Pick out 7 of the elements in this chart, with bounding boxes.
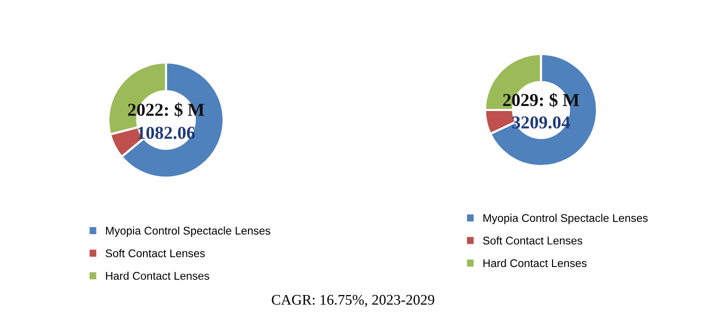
- legend-label: Hard Contact Lenses: [483, 258, 587, 268]
- legend-label: Soft Contact Lenses: [483, 236, 582, 245]
- legend-label: Myopia Control Spectacle Lenses: [483, 214, 648, 224]
- legend-label: Hard Contact Lenses: [106, 272, 210, 280]
- legend-label: Myopia Control Spectacle Lenses: [106, 226, 270, 237]
- legend-label: Soft Contact Lenses: [106, 249, 205, 258]
- text: CAGR: 16.75%, 2023-2029: [272, 294, 434, 307]
